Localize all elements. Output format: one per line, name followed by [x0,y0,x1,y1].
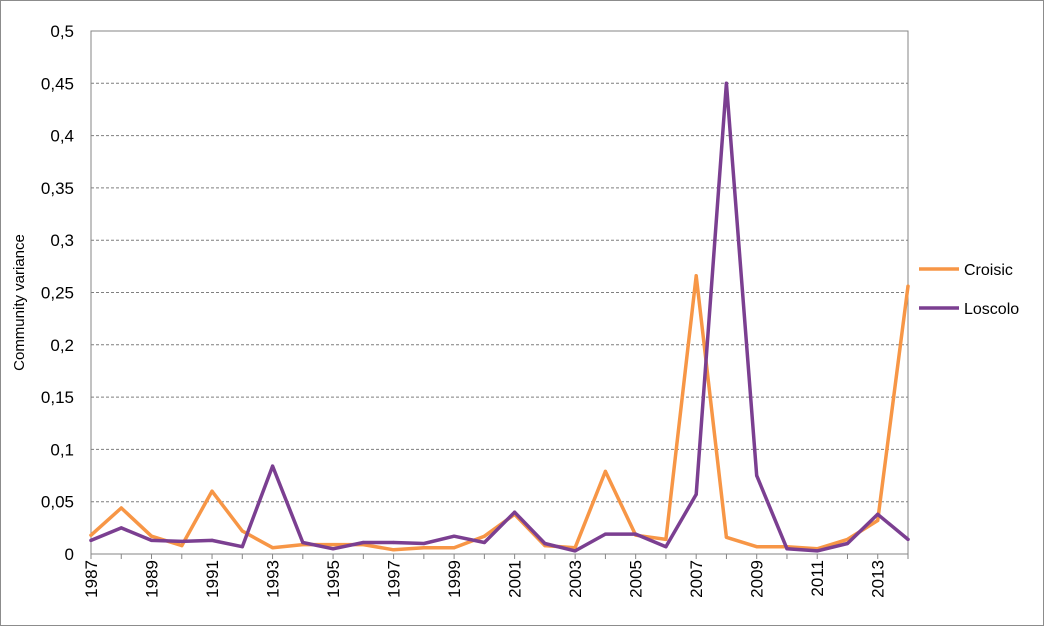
x-tick-label: 2007 [687,560,706,598]
y-tick-label: 0,5 [50,22,74,41]
legend-label: Croisic [964,262,1013,279]
data-point [785,547,789,551]
data-point [210,538,214,543]
data-point [573,549,577,553]
y-tick-label: 0,3 [50,231,74,250]
data-point [634,532,638,536]
data-point [543,541,547,546]
x-tick-label: 2011 [808,560,827,597]
y-tick-label: 0,1 [50,440,74,459]
data-point [149,534,154,538]
y-tick-label: 0,15 [41,388,74,407]
y-tick-label: 0,05 [41,493,74,512]
data-point [89,538,93,543]
x-tick-label: 1999 [445,560,464,598]
data-point [180,539,184,544]
series-line-croisic [89,274,910,552]
data-point [603,532,608,536]
data-point [240,529,244,533]
data-point [603,469,608,473]
data-point [149,538,154,543]
data-point [755,473,759,478]
data-point [210,489,214,493]
data-point [845,537,850,541]
y-tick-label: 0,35 [41,179,74,198]
y-axis-title: Community variance [11,234,28,371]
data-point [694,274,698,278]
y-tick-label: 0,4 [50,127,74,146]
data-point [724,81,729,85]
x-tick-label: 1993 [264,560,283,598]
data-point [513,510,517,514]
data-point [391,548,396,552]
x-tick-label: 2009 [748,560,767,598]
data-point [422,546,426,550]
data-point [815,549,819,553]
x-tick-label: 2005 [627,560,646,598]
data-point [482,540,486,545]
data-point [331,547,335,551]
data-point [361,540,365,545]
y-tick-label: 0 [65,545,74,564]
data-point [664,537,668,541]
y-tick-label: 0,25 [41,284,74,303]
data-point [482,534,486,538]
x-tick-label: 1991 [203,560,222,598]
data-point [119,526,123,530]
legend-label: Loscolo [964,301,1019,318]
data-point [452,534,456,538]
x-tick-label: 2003 [566,560,585,598]
data-point [422,541,426,546]
x-tick-label: 2013 [869,560,888,598]
data-point [876,518,880,523]
x-tick-label: 1987 [82,560,101,598]
data-point [906,284,910,288]
x-tick-label: 2001 [506,560,525,598]
data-point [240,545,244,549]
data-point [301,540,305,545]
data-point [452,546,456,550]
x-tick-label: 1997 [385,560,404,598]
data-point [119,506,123,510]
data-point [755,545,759,549]
data-point [331,542,335,547]
y-tick-label: 0,45 [41,74,74,93]
data-point [270,464,275,468]
data-point [180,544,184,548]
x-tick-label: 1995 [324,560,343,598]
data-point [724,535,729,539]
data-point [876,512,880,516]
x-tick-label: 1989 [143,560,162,598]
data-point [270,546,275,550]
data-point [391,540,396,545]
series-line-loscolo [89,81,910,553]
data-point [845,541,850,546]
data-point [89,533,93,537]
y-tick-label: 0,2 [50,336,74,355]
data-point [906,537,910,541]
data-point [694,492,698,496]
data-point [664,545,668,549]
